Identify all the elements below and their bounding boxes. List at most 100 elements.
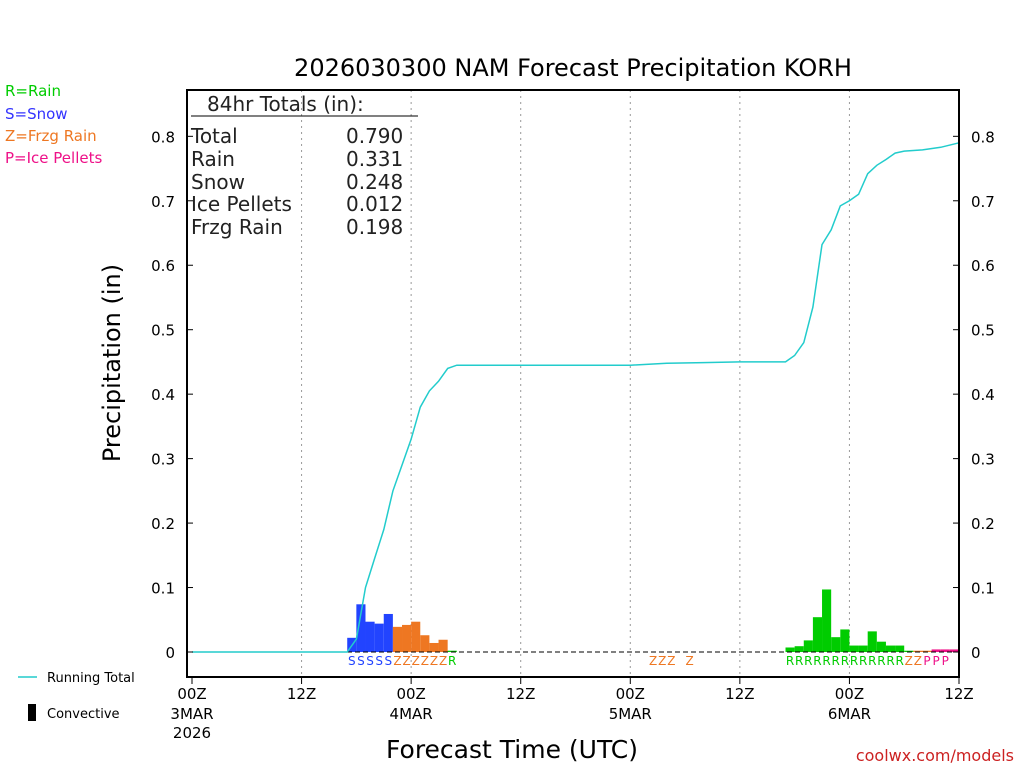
x-tick-label-4: 00Z (616, 685, 645, 703)
y-tick-label-right-6: 0.6 (971, 257, 995, 275)
y-tick-label-right-8: 0.8 (971, 128, 995, 146)
y-tick-label-left-2: 0.2 (151, 515, 175, 533)
type-char-1-5: Z (439, 654, 447, 668)
precip-type-strings: S S S S S ZZZZZZ R ZZZ Z RRRRRRRRRRRRR ZZ P P P (348, 654, 949, 668)
type-legend-frzg-rain: Z=Frzg Rain (5, 127, 97, 145)
convective-legend-label: Convective (47, 707, 120, 722)
series-legend: Running Total Convective (18, 671, 135, 722)
totals-value-rain: 0.331 (346, 147, 403, 171)
watermark: coolwx.com/models (856, 746, 1014, 765)
type-char-1-2: Z (412, 654, 420, 668)
type-char-5-3: R (813, 654, 821, 668)
x-date-label-6: 6MAR (828, 705, 871, 723)
y-tick-label-right-1: 0.1 (971, 580, 995, 598)
y-tick-label-right-2: 0.2 (971, 515, 995, 533)
chart-title: 2026030300 NAM Forecast Precipitation KO… (294, 54, 852, 82)
type-char-3-1: Z (658, 654, 666, 668)
precip-bar-1 (356, 604, 366, 652)
y-tick-label-left-5: 0.5 (151, 322, 175, 340)
x-tick-label-0: 00Z (177, 685, 206, 703)
precip-bar-14 (803, 640, 813, 652)
y-tick-label-left-6: 0.6 (151, 257, 175, 275)
type-char-1-0: Z (393, 654, 401, 668)
totals-label-ice-pellets: Ice Pellets (191, 192, 292, 216)
type-char-0-0: S (348, 654, 356, 668)
precip-bar-22 (876, 641, 886, 652)
y-tick-label-left-7: 0.7 (151, 193, 175, 211)
type-char-7-2: P (942, 654, 949, 668)
type-string-4: Z (686, 654, 694, 668)
precip-bar-28 (931, 649, 941, 652)
type-legend-rain: R=Rain (5, 82, 61, 100)
running-total-line (192, 142, 960, 653)
precip-bar-9 (429, 642, 439, 652)
precip-bar-18 (840, 629, 850, 652)
x-date-label-4: 5MAR (609, 705, 652, 723)
precip-bar-7 (411, 621, 421, 652)
running-total-legend-label: Running Total (47, 671, 135, 686)
totals-box: 84hr Totals (in): Total 0.790 Rain 0.331… (190, 92, 418, 239)
type-legend-ice-pellets: P=Ice Pellets (5, 149, 102, 167)
type-legend-snow: S=Snow (5, 105, 68, 123)
y-tick-label-left-0: 0 (165, 644, 175, 662)
precip-bar-13 (794, 646, 804, 652)
type-string-1: ZZZZZZ (393, 654, 447, 668)
precip-bar-26 (913, 650, 923, 652)
type-char-0-3: S (375, 654, 383, 668)
x-tick-label-6: 00Z (835, 685, 864, 703)
type-char-5-8: R (859, 654, 867, 668)
totals-label-rain: Rain (191, 147, 235, 171)
type-char-2-0: R (448, 654, 456, 668)
type-char-5-5: R (832, 654, 840, 668)
type-char-7-0: P (923, 654, 930, 668)
y-tick-label-right-7: 0.7 (971, 193, 995, 211)
precip-bar-24 (895, 645, 905, 652)
type-char-5-9: R (868, 654, 876, 668)
precip-bar-17 (831, 637, 841, 652)
type-string-6: ZZ (905, 654, 922, 668)
precip-bar-2 (365, 621, 375, 652)
type-char-5-0: R (786, 654, 794, 668)
precip-bar-19 (849, 645, 859, 652)
type-char-0-4: S (385, 654, 393, 668)
precip-bar-6 (402, 624, 412, 652)
y-tick-label-right-3: 0.3 (971, 451, 995, 469)
type-char-1-4: Z (430, 654, 438, 668)
type-char-5-7: R (850, 654, 858, 668)
type-char-6-0: Z (905, 654, 913, 668)
type-string-2: R (448, 654, 456, 668)
type-string-3: ZZZ (649, 654, 675, 668)
x-tick-label-2: 00Z (396, 685, 425, 703)
y-tick-label-right-4: 0.4 (971, 386, 995, 404)
y-tick-label-left-4: 0.4 (151, 386, 175, 404)
precip-bar-10 (438, 639, 448, 652)
precip-bar-8 (420, 635, 430, 652)
type-char-5-2: R (804, 654, 812, 668)
type-char-3-2: Z (667, 654, 675, 668)
y-tick-label-right-5: 0.5 (971, 322, 995, 340)
type-char-0-1: S (357, 654, 365, 668)
type-legend: R=Rain S=Snow Z=Frzg Rain P=Ice Pellets (5, 82, 102, 167)
precip-bar-23 (885, 645, 896, 652)
type-char-1-3: Z (421, 654, 429, 668)
type-char-0-2: S (366, 654, 374, 668)
type-char-5-12: R (895, 654, 903, 668)
type-char-5-11: R (886, 654, 894, 668)
plot-area: S S S S S ZZZZZZ R ZZZ Z RRRRRRRRRRRRR ZZ P P P (186, 89, 960, 678)
precip-bar-16 (822, 589, 832, 652)
x-tick-label-1: 12Z (287, 685, 316, 703)
precip-bar-11 (447, 650, 457, 652)
precip-bar-12 (785, 647, 795, 652)
type-char-5-1: R (795, 654, 803, 668)
totals-label-snow: Snow (191, 170, 245, 194)
type-char-6-1: Z (914, 654, 922, 668)
totals-value-frzg-rain: 0.198 (346, 215, 403, 239)
type-char-5-6: R (841, 654, 849, 668)
precip-bar-20 (858, 645, 868, 652)
precip-bar-29 (940, 649, 950, 652)
totals-heading: 84hr Totals (in): (207, 92, 364, 116)
y-axis-label: Precipitation (in) (98, 264, 126, 462)
